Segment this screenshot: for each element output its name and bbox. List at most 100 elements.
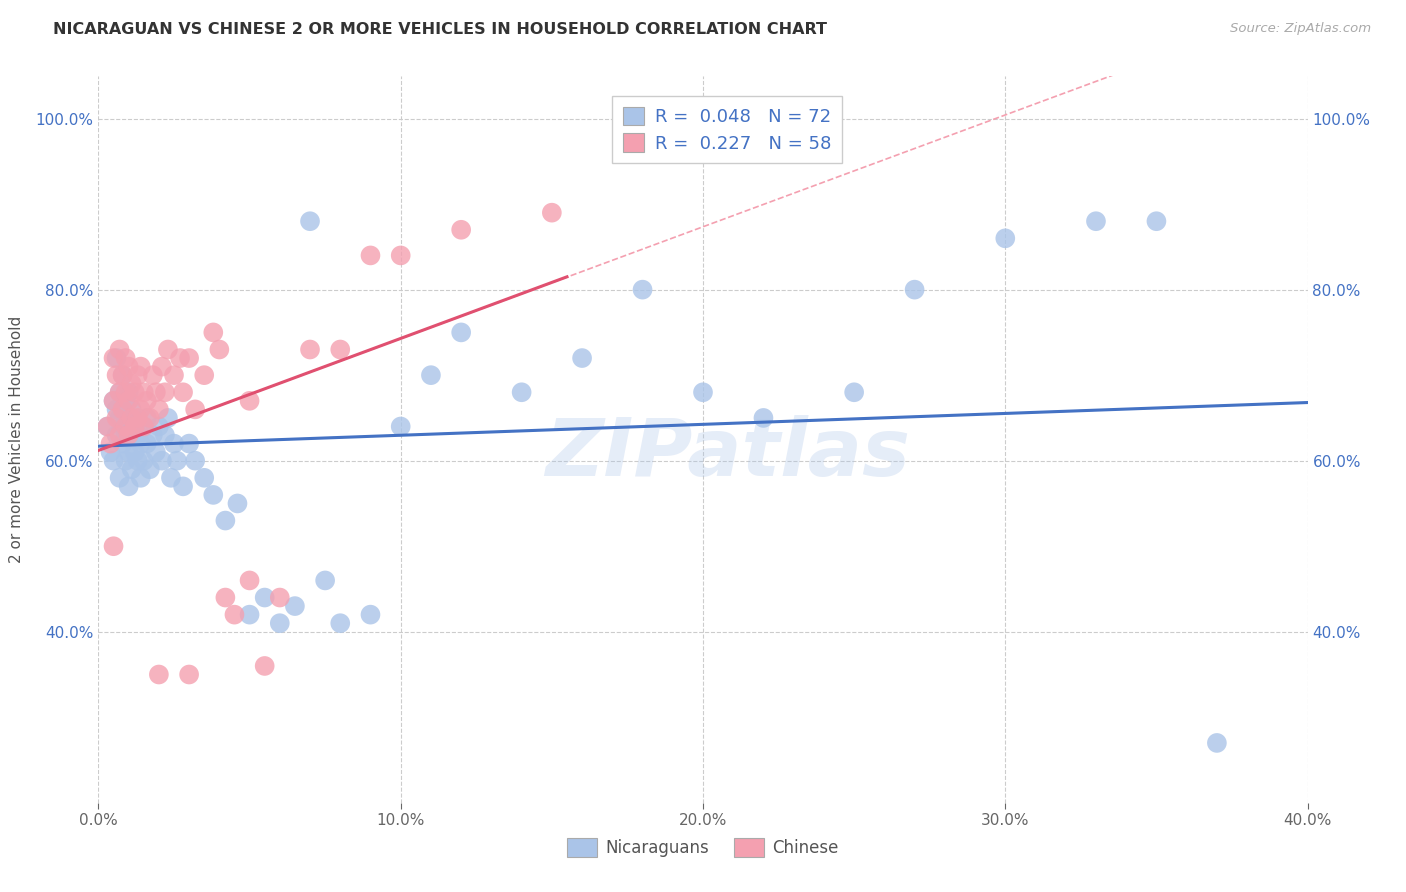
Point — [540, 205, 562, 219]
Point — [108, 411, 131, 425]
Point — [105, 402, 128, 417]
Point — [103, 539, 125, 553]
Point — [111, 436, 134, 450]
Point — [105, 351, 128, 365]
Point — [150, 453, 173, 467]
Point — [299, 343, 322, 357]
Point — [108, 385, 131, 400]
Point — [193, 471, 215, 485]
Point — [284, 599, 307, 613]
Point — [329, 343, 352, 357]
Point — [103, 351, 125, 365]
Point — [163, 368, 186, 383]
Point — [132, 453, 155, 467]
Point — [193, 368, 215, 383]
Point — [142, 428, 165, 442]
Point — [135, 393, 157, 408]
Point — [631, 283, 654, 297]
Point — [148, 667, 170, 681]
Point — [132, 419, 155, 434]
Point — [118, 385, 141, 400]
Point — [752, 411, 775, 425]
Point — [904, 283, 927, 297]
Point — [184, 402, 207, 417]
Point — [148, 419, 170, 434]
Point — [105, 368, 128, 383]
Point — [253, 591, 276, 605]
Point — [96, 419, 118, 434]
Point — [389, 419, 412, 434]
Legend: Nicaraguans, Chinese: Nicaraguans, Chinese — [561, 831, 845, 863]
Point — [121, 411, 143, 425]
Point — [1144, 214, 1167, 228]
Point — [127, 368, 149, 383]
Point — [129, 436, 152, 450]
Point — [1085, 214, 1108, 228]
Point — [179, 436, 201, 450]
Point — [160, 471, 183, 485]
Point — [111, 419, 134, 434]
Text: NICARAGUAN VS CHINESE 2 OR MORE VEHICLES IN HOUSEHOLD CORRELATION CHART: NICARAGUAN VS CHINESE 2 OR MORE VEHICLES… — [53, 22, 827, 37]
Point — [153, 385, 176, 400]
Point — [145, 385, 167, 400]
Point — [127, 428, 149, 442]
Text: Source: ZipAtlas.com: Source: ZipAtlas.com — [1230, 22, 1371, 36]
Point — [239, 607, 262, 622]
Point — [103, 393, 125, 408]
Point — [129, 471, 152, 485]
Point — [100, 445, 122, 459]
Point — [103, 453, 125, 467]
Point — [360, 607, 382, 622]
Point — [139, 462, 162, 476]
Point — [121, 462, 143, 476]
Point — [269, 591, 291, 605]
Point — [166, 453, 188, 467]
Point — [179, 667, 201, 681]
Point — [253, 659, 276, 673]
Point — [103, 393, 125, 408]
Point — [124, 419, 146, 434]
Point — [145, 445, 167, 459]
Point — [450, 326, 472, 340]
Point — [118, 359, 141, 374]
Point — [124, 419, 146, 434]
Point — [108, 428, 131, 442]
Point — [202, 326, 225, 340]
Point — [111, 368, 134, 383]
Point — [163, 436, 186, 450]
Point — [142, 368, 165, 383]
Point — [172, 479, 194, 493]
Point — [156, 343, 179, 357]
Point — [150, 359, 173, 374]
Point — [1206, 736, 1229, 750]
Point — [121, 428, 143, 442]
Point — [100, 436, 122, 450]
Point — [224, 607, 246, 622]
Point — [360, 248, 382, 262]
Point — [124, 445, 146, 459]
Point — [169, 351, 191, 365]
Point — [132, 385, 155, 400]
Point — [127, 453, 149, 467]
Point — [114, 453, 136, 467]
Point — [118, 445, 141, 459]
Point — [108, 471, 131, 485]
Point — [571, 351, 593, 365]
Point — [129, 402, 152, 417]
Point — [156, 411, 179, 425]
Point — [108, 343, 131, 357]
Point — [314, 574, 336, 588]
Point — [450, 223, 472, 237]
Point — [148, 402, 170, 417]
Point — [202, 488, 225, 502]
Point — [239, 574, 262, 588]
Point — [420, 368, 443, 383]
Point — [139, 411, 162, 425]
Point — [129, 359, 152, 374]
Point — [214, 591, 236, 605]
Point — [135, 411, 157, 425]
Point — [692, 385, 714, 400]
Point — [179, 351, 201, 365]
Point — [239, 393, 262, 408]
Point — [127, 411, 149, 425]
